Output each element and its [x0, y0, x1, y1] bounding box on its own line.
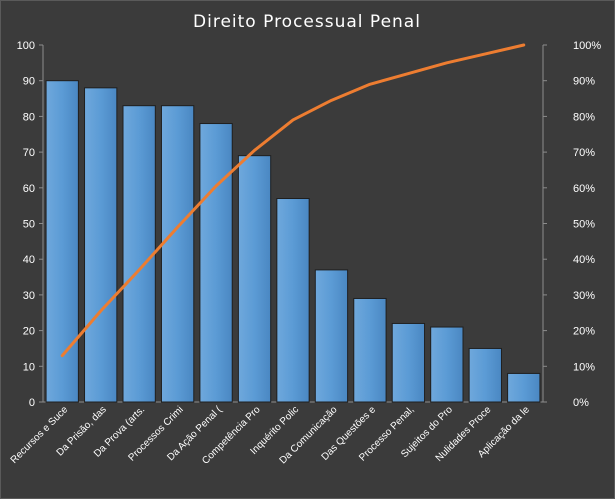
bar	[84, 87, 118, 403]
y-tick-label: 80	[23, 111, 35, 123]
y-tick-label: 60	[23, 183, 35, 195]
y2-tick-label: 50%	[573, 219, 595, 231]
plot-area: 0 10 20 30 40 50 60 70 80 90 100 0% 10% 20% 30% 40% 50% 6…	[9, 40, 602, 467]
y2-tick-label: 30%	[573, 290, 595, 302]
y2-tick-label: 100%	[573, 40, 601, 52]
y2-tick-label: 20%	[573, 326, 595, 338]
y-tick-label: 100	[17, 40, 35, 52]
y2-tick-label: 60%	[573, 183, 595, 195]
y2-tick-label: 70%	[573, 147, 595, 159]
bar	[391, 322, 426, 403]
bar	[353, 297, 387, 403]
y-tick-label: 40	[23, 254, 35, 266]
y-tick-label: 30	[23, 290, 35, 302]
y-tick-label: 90	[23, 76, 35, 88]
y2-tick-label: 0%	[573, 397, 589, 409]
y-tick-label: 50	[23, 219, 35, 231]
y-tick-label: 70	[23, 147, 35, 159]
bar	[314, 269, 349, 403]
bar	[430, 326, 464, 403]
bar	[122, 105, 156, 403]
y2-tick-label: 40%	[573, 254, 595, 266]
bar	[199, 123, 233, 403]
y-tick-label: 0	[29, 397, 35, 409]
bar	[276, 198, 310, 403]
y2-tick-label: 10%	[573, 361, 595, 373]
y-tick-label: 10	[23, 361, 35, 373]
bar	[160, 105, 195, 403]
y2-tick-label: 80%	[573, 111, 595, 123]
bar	[507, 372, 541, 403]
bar	[237, 155, 272, 403]
bar	[468, 347, 502, 403]
chart-title: Direito Processual Penal	[193, 12, 421, 32]
bar	[45, 80, 79, 403]
y-tick-label: 20	[23, 326, 35, 338]
y2-tick-label: 90%	[573, 76, 595, 88]
